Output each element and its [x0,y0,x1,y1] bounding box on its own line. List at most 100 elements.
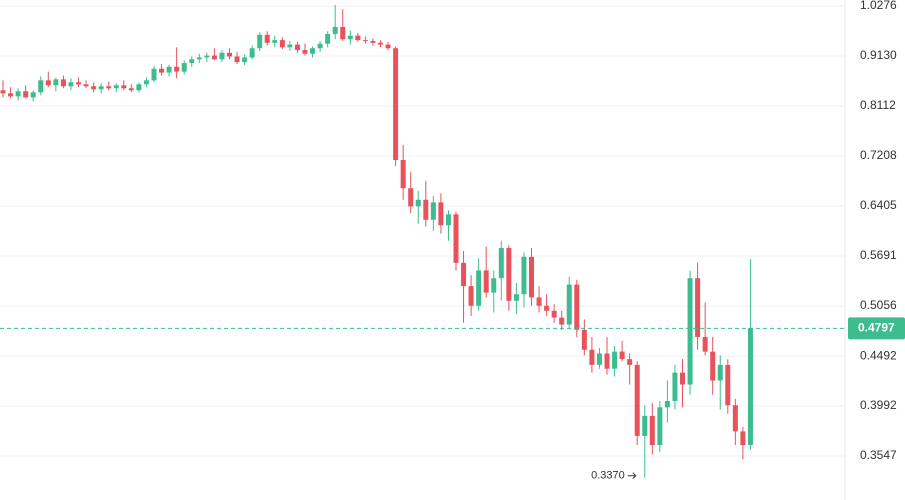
candle-body [317,43,323,49]
candle-body [649,415,655,446]
candle-body [302,50,308,54]
candle-body [257,34,263,49]
candle-body [189,59,195,64]
candle-body [151,68,157,81]
y-tick-label: 0.6405 [860,198,897,212]
candle-body [211,55,217,60]
candle-body [400,160,406,189]
candle-body [491,278,497,293]
candle-body [272,40,278,43]
y-tick-label: 0.5056 [860,298,897,312]
candle-body [128,88,134,91]
candle-body [159,68,165,73]
candle-body [717,364,723,381]
candle-body [740,431,746,446]
candle-body [672,372,678,401]
candle-body [325,33,331,44]
candle-body [264,34,270,43]
candle-body [461,262,467,287]
candle-body [430,202,436,220]
candle-body [513,294,519,301]
candle-body [483,270,489,293]
candle-body [566,284,572,325]
candle-body [91,86,97,90]
candle-body [196,57,202,60]
candle-body [60,79,66,87]
candle-body [242,57,248,63]
candle-body [498,247,504,279]
y-tick-label: 0.8112 [860,98,896,112]
y-tick-label: 0.7208 [860,148,897,162]
candle-body [234,56,240,63]
candle-body [121,85,127,89]
candle-body [627,359,633,365]
candle-body [710,351,716,381]
candle-body [53,79,59,86]
y-tick-label: 0.3992 [860,398,897,412]
candle-body [332,26,338,34]
candle-body [612,351,618,369]
candle-body [30,92,36,98]
candle-body [559,317,565,325]
candle-body [529,256,534,298]
candle-body [340,26,346,40]
candle-body [8,93,14,97]
candle-body [68,82,74,87]
candle-body [702,336,708,352]
candle-body [634,364,640,436]
candle-body [106,86,112,89]
candle-body [310,48,316,54]
last-price-label: 0.4797 [858,320,895,334]
candle-body [279,40,285,48]
candle-body [747,328,753,446]
candle-body [732,405,738,432]
candle-body [506,247,512,301]
candle-body [204,55,210,58]
candle-body [423,199,429,220]
candle-body [687,278,693,385]
candle-body [227,52,232,57]
candle-body [551,310,557,318]
candle-body [347,35,353,40]
candle-body [695,278,701,337]
candle-body [544,305,550,311]
y-tick-label: 1.0276 [860,0,897,12]
candle-body [23,91,29,98]
candle-body [378,42,383,45]
y-tick-label: 0.3547 [860,448,897,462]
candle-body [98,86,104,90]
candle-body [136,84,142,91]
y-tick-label: 0.9130 [860,48,897,62]
candle-body [521,256,527,295]
low-marker-label: 0.3370 [591,470,625,482]
candle-body [476,270,482,306]
candle-body [76,82,81,85]
candle-body [113,85,119,89]
candle-body [45,80,51,86]
candle-body [619,351,625,360]
candle-body [453,214,459,263]
candle-body [415,199,421,207]
candle-body [725,364,731,406]
candle-body [0,90,6,94]
candle-body [385,44,391,49]
y-tick-label: 0.4492 [860,348,897,362]
candle-body [680,372,685,385]
candle-body [408,188,414,207]
candle-body [393,48,399,161]
candle-body [581,329,587,350]
y-tick-label: 0.5691 [860,248,897,262]
candle-body [83,84,89,87]
candle-body [38,80,44,93]
candle-body [596,353,602,365]
low-marker-arrow [627,472,637,480]
candle-body [294,44,300,51]
candle-body [166,66,172,73]
candle-body [574,284,580,330]
candle-body [287,44,293,48]
candle-body [604,353,610,369]
candle-body [664,400,670,408]
candle-body [468,286,474,306]
candle-body [355,35,361,41]
